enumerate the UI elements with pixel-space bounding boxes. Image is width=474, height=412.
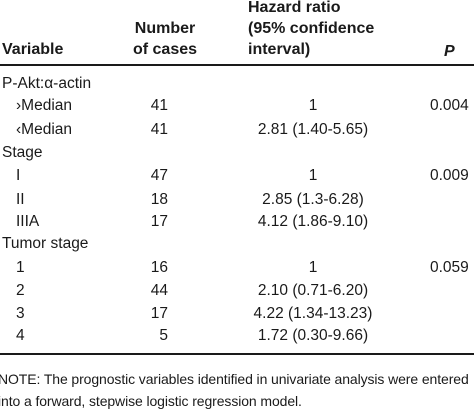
- row-hazard-ratio: 1.72 (0.30-9.66): [257, 327, 369, 344]
- row-p-value: 0.004: [430, 97, 469, 114]
- header-variable: Variable: [2, 41, 64, 58]
- row-cases: 16: [150, 259, 168, 276]
- row-hazard-ratio: 4.12 (1.86-9.10): [257, 213, 369, 230]
- row-hazard-ratio: 4.22 (1.34-13.23): [253, 305, 373, 322]
- row-cases: 18: [150, 191, 168, 208]
- header-p-value: P: [444, 43, 455, 60]
- footnote-line-2: into a forward, stepwise logistic regres…: [0, 393, 302, 409]
- header-rule: [0, 64, 474, 66]
- row-label: 1: [16, 259, 25, 276]
- footnote-line-1: NOTE: The prognostic variables identifie…: [0, 371, 469, 387]
- row-hazard-ratio: 1: [308, 167, 318, 184]
- row-cases: 44: [150, 282, 168, 299]
- header-hr-line3: interval): [248, 41, 311, 58]
- header-hr-line2: (95% confidence: [248, 20, 375, 37]
- row-label: II: [16, 191, 25, 208]
- header-hr-line1: Hazard ratio: [248, 0, 341, 16]
- row-cases: 5: [159, 327, 168, 344]
- row-cases: 41: [150, 97, 168, 114]
- group-label-tumor-stage: Tumor stage: [2, 235, 89, 252]
- header-cases-line2: of cases: [132, 41, 198, 58]
- row-hazard-ratio: 2.85 (1.3-6.28): [262, 191, 364, 208]
- row-label: IIIA: [16, 213, 40, 230]
- row-cases: 41: [150, 121, 168, 138]
- row-label: ›Median: [16, 97, 72, 114]
- group-label-stage: Stage: [2, 144, 43, 161]
- row-label: I: [16, 167, 21, 184]
- row-label: 2: [16, 282, 25, 299]
- row-hazard-ratio: 1: [308, 97, 318, 114]
- row-label: ‹Median: [16, 121, 72, 138]
- footer-rule: [0, 353, 474, 355]
- row-hazard-ratio: 2.81 (1.40-5.65): [257, 121, 369, 138]
- row-p-value: 0.009: [430, 167, 469, 184]
- row-hazard-ratio: 2.10 (0.71-6.20): [257, 282, 369, 299]
- row-cases: 47: [150, 167, 168, 184]
- row-hazard-ratio: 1: [308, 259, 318, 276]
- row-p-value: 0.059: [430, 259, 469, 276]
- row-cases: 17: [150, 305, 168, 322]
- group-label-pakt: P-Akt:α-actin: [2, 75, 92, 92]
- row-label: 3: [16, 305, 25, 322]
- row-label: 4: [16, 327, 25, 344]
- header-cases-line1: Number: [134, 20, 196, 37]
- row-cases: 17: [150, 213, 168, 230]
